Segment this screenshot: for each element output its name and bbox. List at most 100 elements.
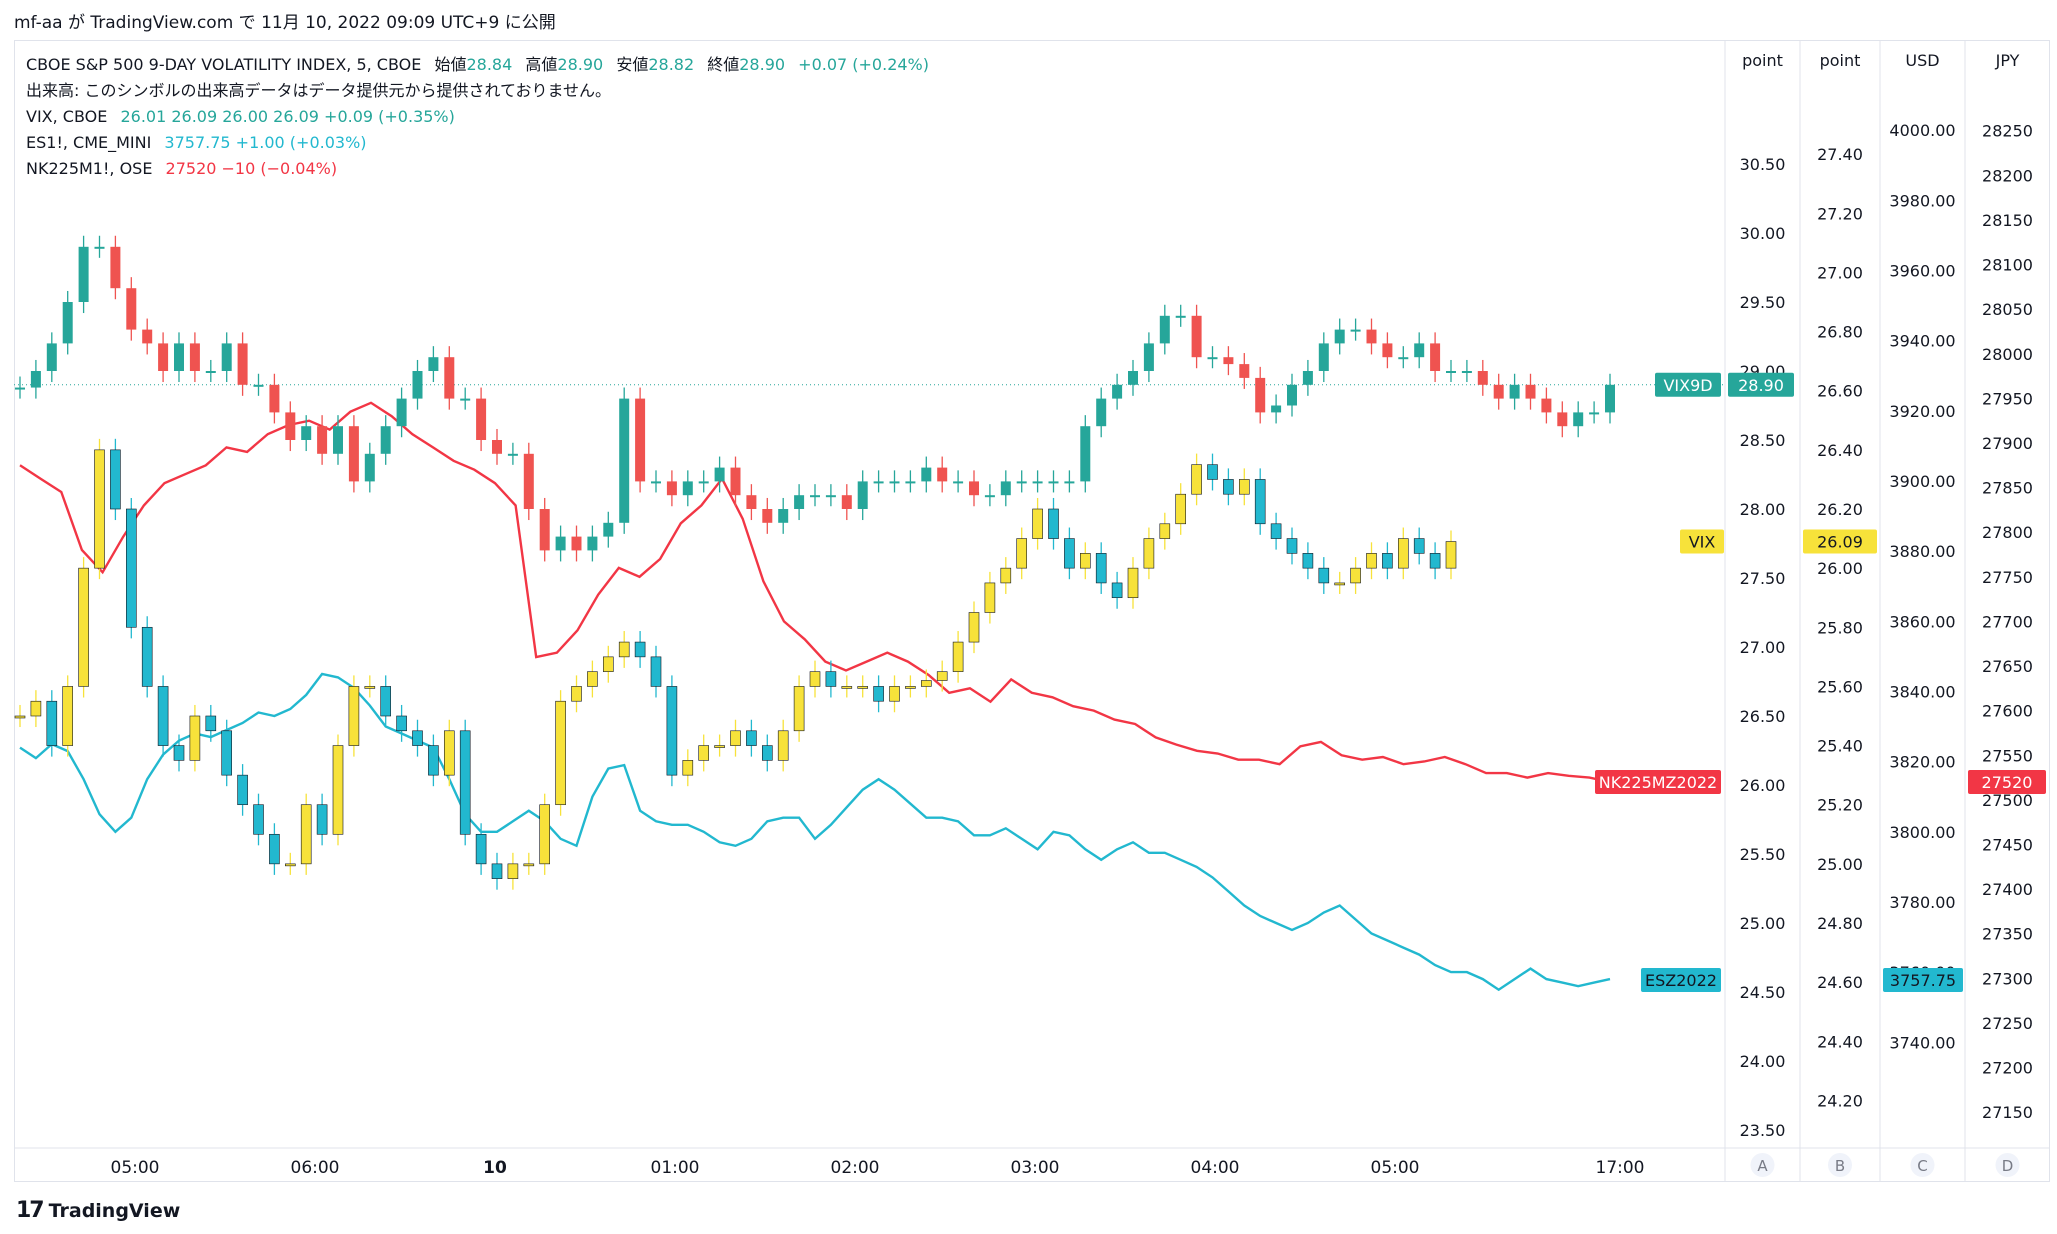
vix9d-candle-99 bbox=[1589, 412, 1600, 415]
vix-candle-89 bbox=[1429, 553, 1441, 569]
axis-D-tick-19: 27300 bbox=[1982, 969, 2033, 988]
axis-B-tick-16: 24.20 bbox=[1817, 1091, 1863, 1110]
legend-open-label: 始値 bbox=[434, 55, 467, 74]
vix9d-candle-83 bbox=[1334, 329, 1345, 344]
axis-D-tick-20: 27250 bbox=[1982, 1014, 2033, 1033]
vix9d-candle-69 bbox=[1112, 384, 1123, 399]
vix9d-candle-14 bbox=[237, 343, 248, 385]
vix9d-candle-15 bbox=[253, 384, 264, 387]
vix-candle-6 bbox=[110, 449, 121, 510]
axis-A-tick-10: 25.50 bbox=[1740, 845, 1786, 864]
vix9d-candle-5 bbox=[94, 246, 105, 249]
axis-A-tick-14: 23.50 bbox=[1740, 1121, 1786, 1140]
axis-D-tick-21: 27200 bbox=[1982, 1059, 2033, 1078]
axis-D-tick-12: 27650 bbox=[1982, 657, 2033, 676]
axis-letter-A: A bbox=[1757, 1157, 1768, 1175]
axis-letter-B: B bbox=[1835, 1157, 1845, 1175]
es-line bbox=[19, 672, 1611, 992]
vix9d-candle-41 bbox=[666, 481, 677, 496]
vix9d-candle-76 bbox=[1223, 357, 1234, 365]
vix-candle-22 bbox=[364, 686, 376, 689]
vix-candle-67 bbox=[1080, 553, 1091, 569]
axis-D-tick-2: 28150 bbox=[1982, 211, 2033, 230]
vix9d-candle-66 bbox=[1064, 481, 1075, 484]
vix9d-candle-26 bbox=[428, 357, 439, 371]
legend-open-value: 28.84 bbox=[466, 55, 513, 74]
vix-candle-10 bbox=[173, 745, 185, 761]
legend-vix-name: VIX, CBOE bbox=[26, 107, 108, 126]
vix9d-candle-51 bbox=[825, 495, 836, 498]
vix-candle-52 bbox=[841, 686, 853, 689]
vix9d-candle-17 bbox=[285, 412, 296, 440]
vix-candle-21 bbox=[348, 686, 360, 746]
vix9d-candle-73 bbox=[1175, 315, 1186, 318]
vix-candle-60 bbox=[968, 612, 980, 643]
legend-vix-row[interactable]: VIX, CBOE 26.01 26.09 26.00 26.09 +0.09 … bbox=[26, 104, 929, 130]
tag-nk-name-bg bbox=[1595, 770, 1721, 795]
vix-candle-74 bbox=[1191, 464, 1202, 495]
legend-es-row[interactable]: ES1!, CME_MINI 3757.75 +1.00 (+0.03%) bbox=[26, 130, 929, 156]
vix9d-candle-0 bbox=[15, 387, 25, 390]
axis-A-tick-2: 29.50 bbox=[1740, 293, 1786, 312]
footer-brand-name: TradingView bbox=[48, 1199, 181, 1222]
legend-high-value: 28.90 bbox=[557, 55, 604, 74]
vix-candle-90 bbox=[1445, 541, 1457, 569]
axis-B-tick-6: 26.20 bbox=[1817, 500, 1863, 519]
vix9d-candle-35 bbox=[571, 536, 582, 551]
axis-letter-button-bg-D bbox=[1995, 1153, 2020, 1177]
vix9d-candle-78 bbox=[1255, 377, 1266, 413]
vix9d-candle-4 bbox=[78, 246, 89, 302]
vix9d-candle-84 bbox=[1350, 329, 1361, 332]
tag-vix-price-bg bbox=[1803, 529, 1877, 554]
legend-main-row[interactable]: CBOE S&P 500 9-DAY VOLATILITY INDEX, 5, … bbox=[26, 52, 929, 78]
legend-main-title: CBOE S&P 500 9-DAY VOLATILITY INDEX, 5, … bbox=[26, 55, 422, 74]
axis-A-tick-4: 28.50 bbox=[1740, 431, 1786, 450]
axis-C-tick-11: 3780.00 bbox=[1889, 893, 1955, 912]
legend-high-label: 高値 bbox=[525, 55, 558, 74]
vix-candle-71 bbox=[1143, 538, 1155, 569]
vix-candle-48 bbox=[777, 730, 789, 761]
vix-candle-69 bbox=[1111, 582, 1123, 599]
vix9d-candle-56 bbox=[905, 481, 916, 484]
axis-C-tick-10: 3800.00 bbox=[1889, 823, 1955, 842]
vix9d-candle-24 bbox=[396, 398, 407, 427]
vix9d-candle-88 bbox=[1414, 343, 1425, 358]
vix-candle-11 bbox=[189, 715, 201, 761]
tag-vix9d-price: 28.90 bbox=[1738, 376, 1784, 395]
vix9d-candle-72 bbox=[1159, 315, 1170, 344]
vix9d-candle-68 bbox=[1096, 398, 1107, 427]
legend-volume-note: 出来高: このシンボルの出来高データはデータ提供元から提供されておりません。 bbox=[26, 81, 612, 100]
vix9d-candle-1 bbox=[30, 371, 41, 388]
header-publish-info: mf-aa が TradingView.com で 11月 10, 2022 0… bbox=[14, 13, 556, 33]
legend-low-label: 安値 bbox=[616, 55, 649, 74]
vix-candle-13 bbox=[221, 730, 232, 776]
vix9d-candle-16 bbox=[269, 384, 280, 413]
vix9d-candle-93 bbox=[1493, 384, 1504, 399]
vix-candle-50 bbox=[809, 671, 821, 687]
vix-candle-32 bbox=[523, 863, 535, 867]
vix9d-candle-65 bbox=[1048, 481, 1059, 484]
vix9d-candle-80 bbox=[1287, 384, 1297, 406]
vix9d-candle-96 bbox=[1541, 398, 1552, 413]
vix9d-candle-79 bbox=[1271, 405, 1282, 413]
vix9d-candle-3 bbox=[62, 302, 73, 344]
vix9d-candle-55 bbox=[889, 481, 900, 484]
legend-nk-row[interactable]: NK225M1!, OSE 27520 −10 (−0.04%) bbox=[26, 156, 929, 182]
vix-candle-78 bbox=[1254, 479, 1266, 525]
footer-brand[interactable]: 17 TradingView bbox=[16, 1198, 180, 1223]
vix-candle-80 bbox=[1286, 538, 1298, 554]
vix9d-candle-60 bbox=[969, 481, 979, 496]
axis-C-tick-5: 3900.00 bbox=[1889, 472, 1955, 491]
vix9d-candle-13 bbox=[221, 343, 232, 371]
vix9d-candle-97 bbox=[1557, 412, 1568, 427]
vix9d-candle-58 bbox=[937, 467, 948, 482]
vix-candle-73 bbox=[1175, 493, 1186, 525]
vix9d-candle-42 bbox=[682, 481, 693, 496]
vix-candle-29 bbox=[475, 833, 487, 865]
vix9d-candle-38 bbox=[619, 398, 630, 523]
axis-D-tick-15: 27500 bbox=[1982, 791, 2033, 810]
vix9d-candle-91 bbox=[1461, 371, 1472, 373]
legend-es-name: ES1!, CME_MINI bbox=[26, 133, 152, 152]
vix9d-candle-29 bbox=[476, 398, 487, 440]
